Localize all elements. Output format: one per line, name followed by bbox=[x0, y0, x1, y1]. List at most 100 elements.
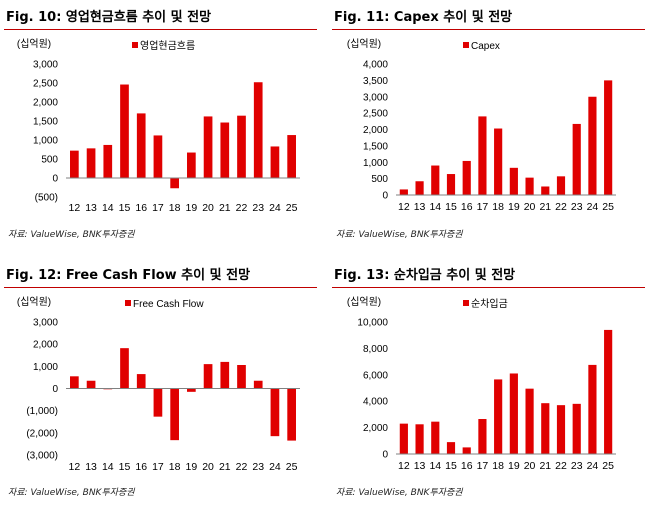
x-tick-label: 17 bbox=[152, 461, 164, 473]
bar-20 bbox=[203, 364, 213, 389]
legend-swatch bbox=[132, 42, 138, 48]
x-tick-label: 14 bbox=[102, 461, 114, 473]
title-rule bbox=[4, 29, 317, 30]
y-tick-label: 0 bbox=[52, 384, 58, 395]
bar-25 bbox=[604, 329, 613, 454]
x-tick-label: 21 bbox=[539, 460, 551, 472]
y-tick-label: 1,500 bbox=[363, 141, 388, 152]
figure-13: Fig. 13: 순차입금 추이 및 전망 (십억원) 순차입금 0 2,000 4,0… bbox=[332, 262, 645, 507]
bar-18 bbox=[494, 128, 503, 195]
figure-title: Fig. 13: 순차입금 추이 및 전망 bbox=[334, 268, 516, 283]
figure-10: Fig. 10: 영업현금흐름 추이 및 전망 (십억원) 영업현금흐름 (500)… bbox=[4, 4, 317, 249]
title-rule bbox=[4, 287, 317, 288]
bar-18 bbox=[170, 178, 179, 189]
legend-label: 순차입금 bbox=[471, 297, 508, 310]
x-tick-label: 25 bbox=[286, 202, 298, 214]
x-tick-label: 19 bbox=[186, 461, 198, 473]
unit-label: (십억원) bbox=[17, 38, 51, 50]
bar-12 bbox=[70, 150, 79, 178]
y-tick-label: 0 bbox=[382, 450, 388, 461]
legend-label: 영업현금흐름 bbox=[140, 39, 195, 52]
figure-title: Fig. 12: Free Cash Flow 추이 및 전망 bbox=[6, 268, 251, 283]
x-tick-label: 21 bbox=[219, 461, 231, 473]
x-tick-label: 24 bbox=[587, 201, 599, 213]
y-tick-label: 1,000 bbox=[33, 136, 58, 147]
bar-25 bbox=[287, 135, 296, 178]
bar-17 bbox=[478, 116, 487, 195]
y-tick-label: 0 bbox=[382, 191, 388, 202]
x-tick-label: 12 bbox=[398, 460, 410, 472]
bar-19 bbox=[187, 388, 196, 392]
y-tick-label: 3,000 bbox=[33, 60, 58, 71]
legend-label: Free Cash Flow bbox=[133, 299, 204, 310]
bar-24 bbox=[270, 146, 280, 178]
x-tick-label: 23 bbox=[571, 201, 583, 213]
y-tick-label: 2,000 bbox=[33, 340, 58, 351]
bar-17 bbox=[153, 135, 163, 178]
x-tick-label: 19 bbox=[186, 202, 198, 214]
bar-25 bbox=[287, 388, 296, 441]
bar-20 bbox=[203, 116, 213, 178]
figure-12: Fig. 12: Free Cash Flow 추이 및 전망 (십억원) Fre… bbox=[4, 262, 317, 507]
bar-17 bbox=[478, 419, 487, 454]
bar-15 bbox=[120, 84, 129, 178]
y-tick-label: 2,000 bbox=[363, 423, 388, 434]
bar-21 bbox=[220, 122, 230, 178]
x-tick-label: 17 bbox=[152, 202, 164, 214]
x-tick-label: 24 bbox=[269, 202, 281, 214]
y-tick-label: (3,000) bbox=[26, 451, 58, 462]
bar-17 bbox=[153, 388, 163, 417]
x-tick-label: 23 bbox=[571, 460, 583, 472]
unit-label: (십억원) bbox=[347, 38, 381, 50]
bar-24 bbox=[588, 96, 597, 195]
bar-22 bbox=[556, 176, 566, 195]
x-tick-label: 22 bbox=[236, 202, 248, 214]
bar-13 bbox=[86, 380, 96, 389]
bar-21 bbox=[541, 403, 550, 454]
x-tick-label: 16 bbox=[461, 201, 473, 213]
y-tick-label: 2,500 bbox=[33, 79, 58, 90]
x-tick-label: 20 bbox=[524, 201, 536, 213]
bar-13 bbox=[415, 181, 424, 195]
x-tick-label: 21 bbox=[219, 202, 231, 214]
x-tick-label: 14 bbox=[102, 202, 114, 214]
bar-14 bbox=[431, 165, 440, 195]
x-tick-label: 25 bbox=[602, 201, 614, 213]
x-tick-label: 25 bbox=[602, 460, 614, 472]
y-tick-label: (2,000) bbox=[26, 428, 58, 439]
bar-13 bbox=[86, 148, 96, 178]
y-tick-label: 3,500 bbox=[363, 76, 388, 87]
bar-24 bbox=[270, 388, 280, 437]
unit-label: (십억원) bbox=[347, 296, 381, 308]
bar-22 bbox=[237, 115, 246, 178]
y-tick-label: 8,000 bbox=[363, 344, 388, 355]
bar-23 bbox=[253, 82, 263, 178]
chart-capex: (십억원) Capex 0 500 1,000 1,500 2,000 2,500 3,000 3… bbox=[347, 38, 616, 213]
y-tick-label: 2,000 bbox=[33, 98, 58, 109]
bar-15 bbox=[120, 348, 129, 389]
bar-15 bbox=[446, 442, 456, 454]
bar-23 bbox=[253, 380, 263, 389]
figure-title: Fig. 10: 영업현금흐름 추이 및 전망 bbox=[6, 10, 212, 25]
bar-14 bbox=[103, 144, 113, 178]
bar-12 bbox=[399, 423, 408, 454]
x-tick-label: 16 bbox=[135, 461, 147, 473]
chart-net-debt: (십억원) 순차입금 0 2,000 4,000 6,000 8,000 10,000 12 13… bbox=[347, 296, 616, 472]
x-tick-label: 19 bbox=[508, 201, 520, 213]
y-tick-label: 3,000 bbox=[363, 92, 388, 103]
x-tick-label: 15 bbox=[119, 202, 131, 214]
x-tick-label: 18 bbox=[492, 460, 504, 472]
figure-source: 자료: ValueWise, BNK투자증권 bbox=[336, 230, 463, 240]
x-tick-label: 13 bbox=[85, 461, 97, 473]
figure-source: 자료: ValueWise, BNK투자증권 bbox=[8, 230, 135, 240]
y-tick-label: (1,000) bbox=[26, 406, 58, 417]
x-tick-label: 13 bbox=[414, 201, 426, 213]
x-tick-label: 18 bbox=[169, 461, 181, 473]
x-tick-label: 15 bbox=[119, 461, 131, 473]
x-tick-label: 13 bbox=[85, 202, 97, 214]
legend-swatch bbox=[125, 300, 131, 306]
y-tick-label: 3,000 bbox=[33, 318, 58, 329]
legend-swatch bbox=[463, 42, 469, 48]
figure-11: Fig. 11: Capex 추이 및 전망 (십억원) Capex 0 500 1,0… bbox=[332, 4, 645, 249]
bar-16 bbox=[462, 447, 471, 454]
